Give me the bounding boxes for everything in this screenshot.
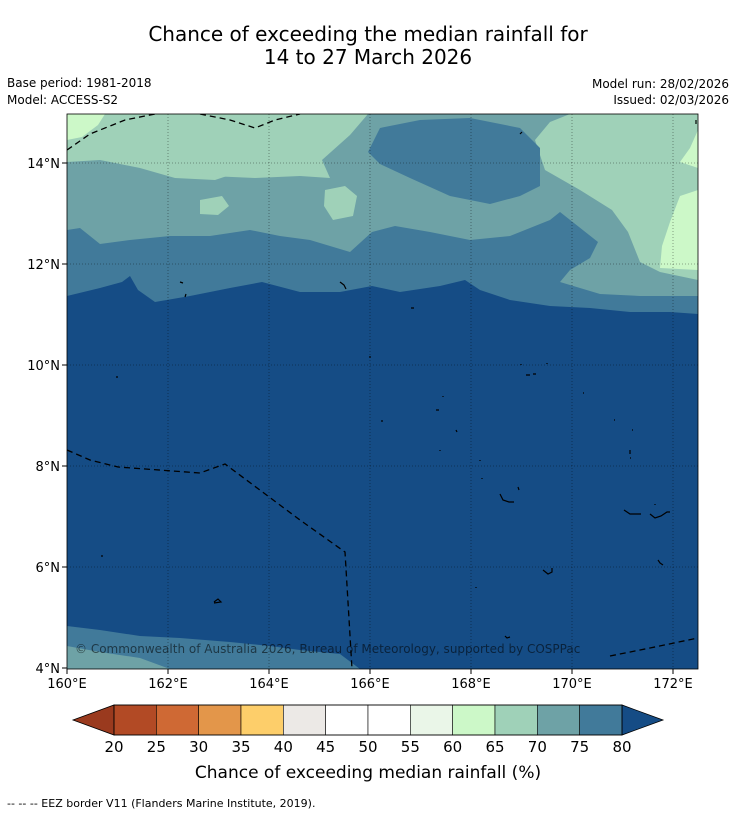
chart-title-line2: 14 to 27 March 2026 — [263, 45, 473, 69]
zone-65-70-island — [324, 186, 357, 220]
colorbar-ticks: 20 25 30 35 40 45 50 55 60 65 70 75 80 — [104, 738, 631, 756]
colorbar-tick-label: 30 — [189, 738, 208, 756]
colorbar-swatch — [240, 704, 284, 736]
zone-65-70-northeast — [535, 114, 698, 280]
colorbar-tick-label: 75 — [570, 738, 589, 756]
lon-tick-label: 164°E — [249, 677, 289, 692]
lon-tick-label: 166°E — [350, 677, 390, 692]
zone-over-80 — [67, 276, 698, 669]
colorbar-tick-label: 80 — [612, 738, 631, 756]
latitude-axis: 14°N 12°N 10°N 8°N 6°N 4°N — [27, 157, 67, 677]
lon-tick-label: 162°E — [148, 677, 188, 692]
map-frame — [66, 113, 699, 670]
zone-60-65-east-top — [680, 130, 698, 168]
colorbar-over-arrow — [621, 704, 665, 736]
colorbar-tick-label: 50 — [358, 738, 377, 756]
colorbar-tick-label: 45 — [316, 738, 335, 756]
colorbar-swatch — [452, 704, 496, 736]
colorbar-under-arrow — [71, 704, 115, 736]
chart-title-line1: Chance of exceeding the median rainfall … — [148, 22, 588, 46]
lon-tick-label: 170°E — [552, 677, 592, 692]
zone-65-70-small — [200, 196, 229, 215]
lat-tick-label: 4°N — [36, 662, 61, 677]
eez-borders — [67, 114, 698, 669]
lat-tick-label: 6°N — [36, 561, 61, 576]
rainfall-probability-map: © Commonwealth of Australia 2026, Bureau… — [67, 114, 698, 669]
zone-75-80-north — [368, 118, 540, 204]
lon-tick-label: 172°E — [653, 677, 693, 692]
zone-60-65-northwest — [67, 114, 105, 140]
colorbar-swatch — [325, 704, 369, 736]
colorbar-swatch — [113, 704, 157, 736]
colorbar-frame — [113, 704, 623, 736]
lat-tick-label: 14°N — [27, 157, 60, 172]
lon-tick-label: 168°E — [451, 677, 491, 692]
copyright-notice: © Commonwealth of Australia 2026, Bureau… — [75, 642, 580, 656]
colorbar-swatch — [283, 704, 326, 736]
lat-tick-label: 12°N — [27, 258, 60, 273]
issued-date: Issued: 02/03/2026 — [613, 93, 729, 107]
longitude-axis: 160°E 162°E 164°E 166°E 168°E 170°E 172°… — [47, 669, 693, 692]
graticule — [67, 114, 698, 669]
model-name: Model: ACCESS-S2 — [7, 93, 119, 107]
islands — [101, 120, 697, 639]
colorbar-tick-label: 65 — [485, 738, 504, 756]
colorbar-swatch — [537, 704, 580, 736]
colorbar-tick-label: 25 — [147, 738, 166, 756]
colorbar: 20 25 30 35 40 45 50 55 60 65 70 75 80 Chance of exc… — [71, 704, 665, 783]
colorbar-swatch — [156, 704, 199, 736]
colorbar-tick-label: 55 — [401, 738, 420, 756]
model-run: Model run: 28/02/2026 — [591, 77, 729, 91]
lat-tick-label: 8°N — [36, 460, 61, 475]
colorbar-swatches — [113, 704, 623, 736]
base-period: Base period: 1981-2018 — [7, 76, 152, 90]
colorbar-tick-label: 40 — [274, 738, 293, 756]
colorbar-swatch — [410, 704, 453, 736]
colorbar-tick-label: 35 — [231, 738, 250, 756]
colorbar-swatch — [494, 704, 538, 736]
eez-footnote: -- -- -- EEZ border V11 (Flanders Marine… — [7, 797, 316, 810]
colorbar-swatch — [579, 704, 623, 736]
colorbar-swatch — [198, 704, 242, 736]
zone-60-65-east — [660, 190, 698, 270]
colorbar-tick-label: 70 — [528, 738, 547, 756]
colorbar-label: Chance of exceeding median rainfall (%) — [195, 763, 541, 783]
colorbar-swatch — [367, 704, 411, 736]
zone-70-75-south — [67, 646, 170, 669]
lat-tick-label: 10°N — [27, 359, 60, 374]
lon-tick-label: 160°E — [47, 677, 87, 692]
colorbar-tick-label: 60 — [443, 738, 462, 756]
zone-65-70-north — [160, 114, 368, 178]
colorbar-tick-label: 20 — [104, 738, 123, 756]
